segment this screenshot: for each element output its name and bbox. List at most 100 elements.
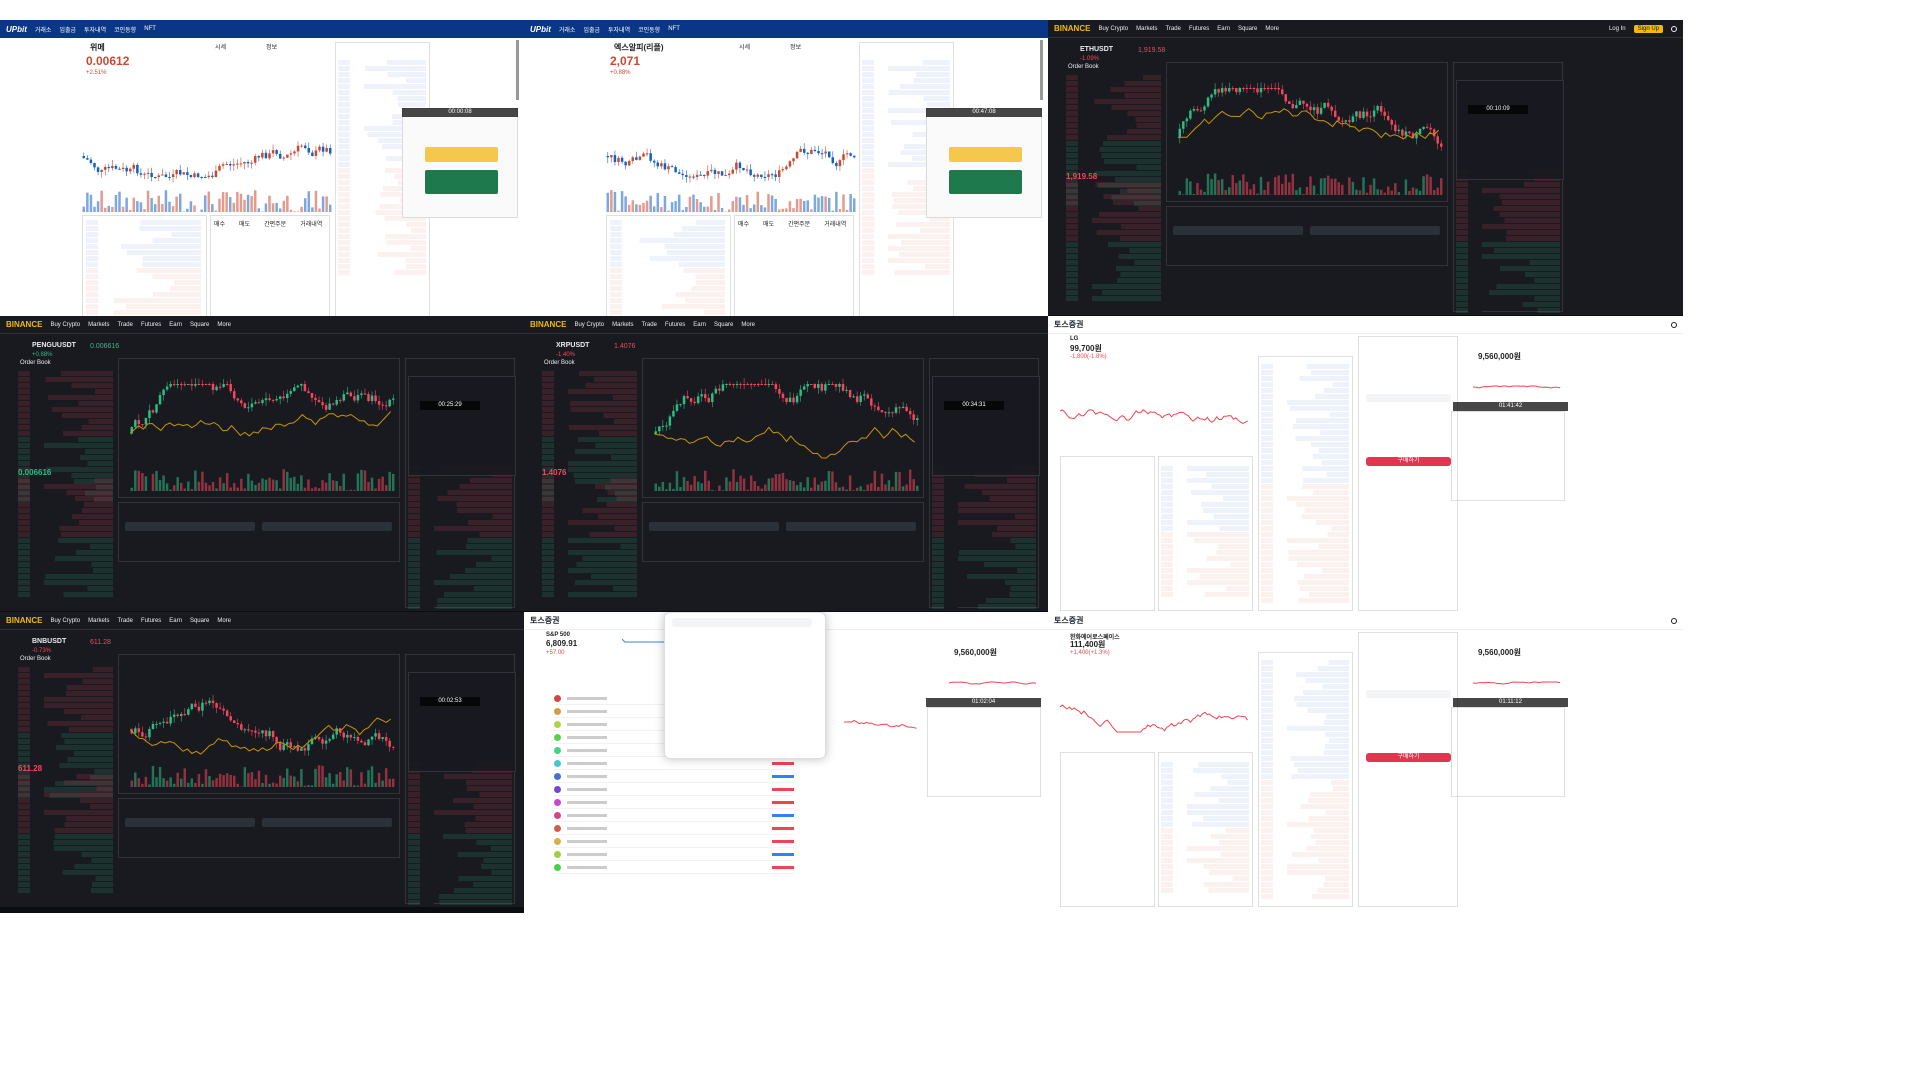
order-book-row[interactable] bbox=[1456, 182, 1560, 187]
order-book-row[interactable] bbox=[1161, 888, 1249, 893]
order-book-row[interactable] bbox=[1066, 201, 1161, 206]
order-book-row[interactable] bbox=[932, 586, 1036, 591]
order-book-row[interactable] bbox=[86, 298, 201, 303]
order-book-row[interactable] bbox=[1066, 236, 1161, 241]
order-book-row[interactable] bbox=[1161, 768, 1249, 773]
order-tab[interactable]: 매도 bbox=[239, 222, 251, 228]
order-book-row[interactable] bbox=[18, 816, 113, 821]
order-book-row[interactable] bbox=[542, 496, 637, 501]
nav-item[interactable]: Buy Crypto bbox=[574, 321, 605, 328]
order-book-row[interactable] bbox=[1261, 388, 1349, 393]
order-book-row[interactable] bbox=[86, 238, 201, 243]
order-book-row[interactable] bbox=[18, 697, 113, 702]
order-book-row[interactable] bbox=[1261, 894, 1349, 899]
order-book-row[interactable] bbox=[1261, 412, 1349, 417]
order-book-row[interactable] bbox=[1161, 568, 1249, 573]
order-book-row[interactable] bbox=[338, 198, 426, 203]
order-book-row[interactable] bbox=[1261, 496, 1349, 501]
tab[interactable]: 정보 bbox=[266, 45, 278, 51]
order-book-row[interactable] bbox=[18, 781, 113, 786]
order-book-row[interactable] bbox=[408, 490, 512, 495]
order-book-row[interactable] bbox=[1261, 520, 1349, 525]
order-book-row[interactable] bbox=[86, 220, 201, 225]
order-book-row[interactable] bbox=[408, 774, 512, 779]
order-book-row[interactable] bbox=[610, 250, 725, 255]
order-book-row[interactable] bbox=[1161, 592, 1249, 597]
order-book-row[interactable] bbox=[862, 210, 950, 215]
order-book-row[interactable] bbox=[932, 532, 1036, 537]
order-book-row[interactable] bbox=[862, 168, 950, 173]
order-book-row[interactable] bbox=[1161, 876, 1249, 881]
list-item[interactable] bbox=[554, 848, 794, 861]
order-book-row[interactable] bbox=[542, 502, 637, 507]
order-book-row[interactable] bbox=[1066, 290, 1161, 295]
order-book-row[interactable] bbox=[862, 192, 950, 197]
nav-item[interactable]: 거래소 bbox=[34, 27, 52, 34]
order-book-row[interactable] bbox=[338, 90, 426, 95]
pair-symbol[interactable]: PENGUUSDT bbox=[32, 342, 76, 349]
order-book-row[interactable] bbox=[862, 108, 950, 113]
order-book-row[interactable] bbox=[862, 150, 950, 155]
order-book-row[interactable] bbox=[1066, 218, 1161, 223]
order-book-row[interactable] bbox=[18, 395, 113, 400]
order-book-row[interactable] bbox=[18, 846, 113, 851]
order-book-row[interactable] bbox=[1261, 750, 1349, 755]
order-book-row[interactable] bbox=[18, 479, 113, 484]
amount-input[interactable] bbox=[649, 522, 779, 531]
order-book-row[interactable] bbox=[408, 484, 512, 489]
order-book-row[interactable] bbox=[18, 574, 113, 579]
price-chart[interactable] bbox=[1473, 672, 1563, 694]
order-book-row[interactable] bbox=[542, 467, 637, 472]
order-book-row[interactable] bbox=[1456, 260, 1560, 265]
order-book-row[interactable] bbox=[86, 244, 201, 249]
amount-input[interactable] bbox=[125, 818, 255, 827]
order-book-row[interactable] bbox=[1261, 556, 1349, 561]
order-book-row[interactable] bbox=[862, 198, 950, 203]
order-book-row[interactable] bbox=[408, 870, 512, 875]
price-chart[interactable] bbox=[1473, 376, 1563, 398]
order-book-row[interactable] bbox=[1261, 774, 1349, 779]
order-book-row[interactable] bbox=[542, 514, 637, 519]
order-book-row[interactable] bbox=[1066, 165, 1161, 170]
brand-logo[interactable]: 토스증권 bbox=[1054, 320, 1084, 329]
order-book-row[interactable] bbox=[542, 568, 637, 573]
order-book-row[interactable] bbox=[18, 586, 113, 591]
order-book-row[interactable] bbox=[932, 526, 1036, 531]
order-book-row[interactable] bbox=[18, 389, 113, 394]
order-book-row[interactable] bbox=[18, 419, 113, 424]
order-book-row[interactable] bbox=[1261, 472, 1349, 477]
total-input[interactable] bbox=[262, 818, 392, 827]
order-book-row[interactable] bbox=[338, 210, 426, 215]
order-book-row[interactable] bbox=[1161, 580, 1249, 585]
order-book-row[interactable] bbox=[1261, 768, 1349, 773]
order-book-row[interactable] bbox=[542, 544, 637, 549]
price-chart[interactable] bbox=[1060, 672, 1250, 742]
order-book-row[interactable] bbox=[408, 538, 512, 543]
scrollbar[interactable] bbox=[516, 40, 519, 100]
order-book-row[interactable] bbox=[1261, 484, 1349, 489]
order-book-row[interactable] bbox=[408, 544, 512, 549]
order-book-row[interactable] bbox=[862, 162, 950, 167]
order-book-row[interactable] bbox=[408, 876, 512, 881]
order-book-row[interactable] bbox=[610, 274, 725, 279]
order-book-row[interactable] bbox=[542, 592, 637, 597]
order-book-row[interactable] bbox=[1456, 284, 1560, 289]
order-book-row[interactable] bbox=[408, 604, 512, 609]
order-book-row[interactable] bbox=[1161, 834, 1249, 839]
order-book-row[interactable] bbox=[862, 216, 950, 221]
order-book-row[interactable] bbox=[408, 526, 512, 531]
order-book-row[interactable] bbox=[610, 256, 725, 261]
order-book-row[interactable] bbox=[610, 310, 725, 315]
order-book-row[interactable] bbox=[18, 667, 113, 672]
order-book-row[interactable] bbox=[1456, 290, 1560, 295]
order-book-row[interactable] bbox=[18, 478, 113, 483]
nav-item[interactable]: 코인동향 bbox=[638, 27, 661, 34]
order-book-row[interactable] bbox=[542, 532, 637, 537]
order-book-row[interactable] bbox=[408, 834, 512, 839]
order-book-row[interactable] bbox=[18, 709, 113, 714]
order-book-row[interactable] bbox=[18, 371, 113, 376]
order-book-row[interactable] bbox=[1066, 105, 1161, 110]
nav-item[interactable]: Markets bbox=[88, 617, 110, 624]
price-chart[interactable] bbox=[654, 376, 919, 491]
order-book-row[interactable] bbox=[1261, 370, 1349, 375]
